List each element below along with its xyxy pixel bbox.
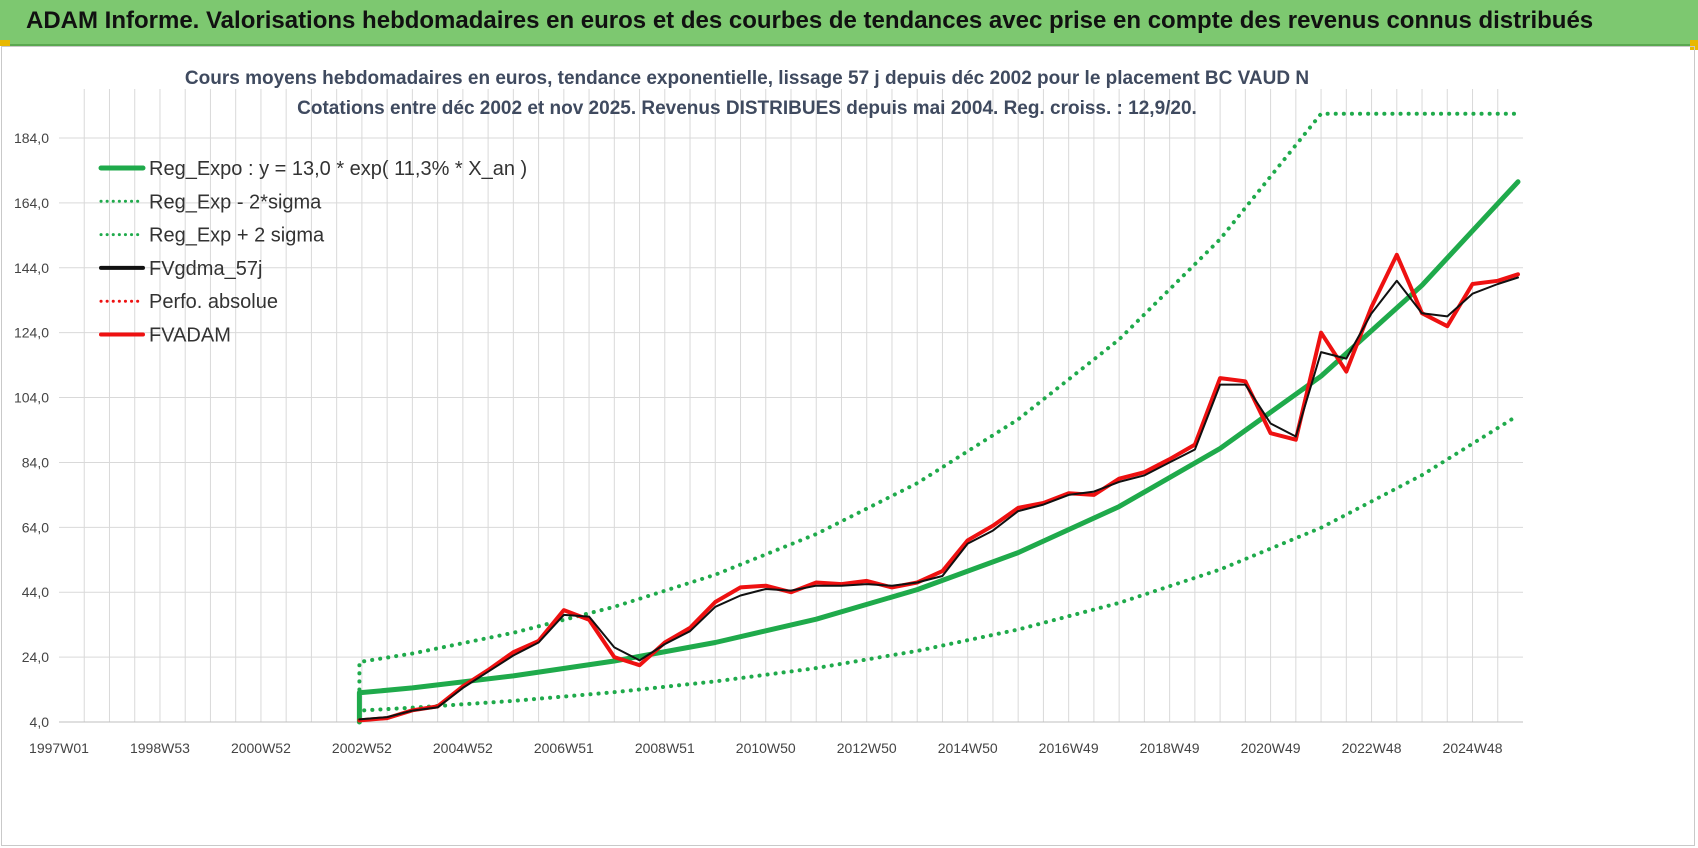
x-tick-label: 2006W51 — [534, 740, 594, 756]
x-tick-label: 2002W52 — [332, 740, 392, 756]
y-tick-label: 104,0 — [14, 390, 49, 406]
x-tick-label: 1998W53 — [130, 740, 190, 756]
series-line-reg-expo — [356, 179, 1521, 725]
chart-frame: 4,0 24,0 44,0 64,0 84,0 104,0 124,0 144,0 164,0 1… — [1, 46, 1695, 846]
grid-lines — [59, 89, 1523, 722]
x-tick-label: 2024W48 — [1443, 740, 1503, 756]
x-tick-label: 2018W49 — [1140, 740, 1200, 756]
legend-label-5: FVADAM — [149, 325, 231, 347]
chart-title-line2: Cotations entre déc 2002 et nov 2025. Re… — [297, 98, 1197, 119]
legend-label-2: Reg_Exp + 2 sigma — [149, 225, 325, 247]
x-tick-label: 2008W51 — [635, 740, 695, 756]
x-tick-label: 2012W50 — [837, 740, 897, 756]
chart-title-line1: Cours moyens hebdomadaires en euros, ten… — [185, 68, 1309, 89]
report-title: ADAM Informe. Valorisations hebdomadaire… — [26, 7, 1594, 34]
series-line-reg-plus-2sigma — [357, 111, 1520, 724]
y-tick-label: 144,0 — [14, 260, 49, 276]
series-line-fvgdma-57j — [358, 276, 1519, 721]
x-tick-label: 2014W50 — [938, 740, 998, 756]
legend-label-0: Reg_Expo : y = 13,0 * exp( 11,3% * X_an … — [149, 158, 527, 180]
x-tick-label: 2004W52 — [433, 740, 493, 756]
y-tick-label: 184,0 — [14, 130, 49, 146]
corner-marker-right — [1690, 40, 1698, 50]
y-tick-label: 4,0 — [30, 714, 50, 730]
x-tick-label: 2016W49 — [1039, 740, 1099, 756]
series-line-fvadam — [357, 252, 1520, 723]
x-tick-label: 2020W49 — [1241, 740, 1301, 756]
y-tick-label: 124,0 — [14, 325, 49, 341]
x-tick-label: 2010W50 — [736, 740, 796, 756]
x-tick-label: 2022W48 — [1342, 740, 1402, 756]
series-line-reg-minus-2sigma — [357, 413, 1520, 724]
y-tick-label: 64,0 — [22, 519, 49, 535]
x-tick-label: 2000W52 — [231, 740, 291, 756]
y-tick-label: 164,0 — [14, 195, 49, 211]
y-tick-label: 84,0 — [22, 454, 49, 470]
axes: 4,0 24,0 44,0 64,0 84,0 104,0 124,0 144,0 164,0 1… — [14, 130, 1523, 756]
y-tick-label: 24,0 — [22, 649, 49, 665]
legend-label-3: FVgdma_57j — [149, 258, 262, 280]
x-tick-label: 1997W01 — [29, 740, 89, 756]
legend: Reg_Expo : y = 13,0 * exp( 11,3% * X_an … — [98, 158, 527, 347]
corner-marker-left — [0, 40, 10, 46]
report-banner: ADAM Informe. Valorisations hebdomadaire… — [0, 0, 1698, 46]
legend-label-1: Reg_Exp - 2*sigma — [149, 191, 322, 213]
chart-svg: 4,0 24,0 44,0 64,0 84,0 104,0 124,0 144,0 164,0 1… — [14, 68, 1523, 756]
y-tick-label: 44,0 — [22, 584, 49, 600]
series-layer — [356, 111, 1521, 725]
legend-label-4: Perfo. absolue — [149, 291, 278, 313]
